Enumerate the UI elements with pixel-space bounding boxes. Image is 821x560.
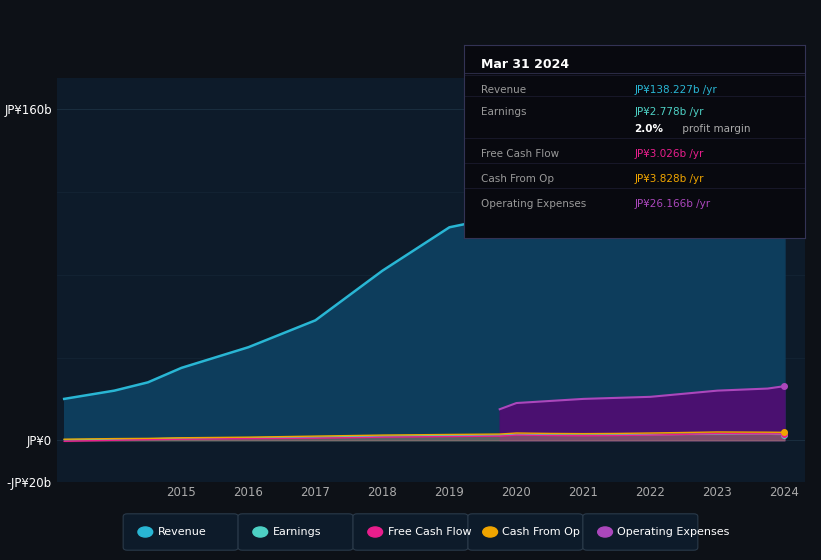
Text: JP¥3.026b /yr: JP¥3.026b /yr [635, 149, 704, 159]
Text: Free Cash Flow: Free Cash Flow [388, 527, 471, 537]
Text: profit margin: profit margin [678, 124, 750, 134]
Text: JP¥26.166b /yr: JP¥26.166b /yr [635, 199, 710, 209]
Text: Earnings: Earnings [273, 527, 321, 537]
Text: 2.0%: 2.0% [635, 124, 663, 134]
Text: Cash From Op: Cash From Op [502, 527, 580, 537]
Text: Revenue: Revenue [481, 85, 526, 95]
Text: Revenue: Revenue [158, 527, 206, 537]
Text: Operating Expenses: Operating Expenses [617, 527, 730, 537]
Text: JP¥3.828b /yr: JP¥3.828b /yr [635, 174, 704, 184]
Text: Free Cash Flow: Free Cash Flow [481, 149, 559, 159]
Text: Cash From Op: Cash From Op [481, 174, 554, 184]
Text: JP¥2.778b /yr: JP¥2.778b /yr [635, 106, 704, 116]
Text: Earnings: Earnings [481, 106, 526, 116]
Text: Mar 31 2024: Mar 31 2024 [481, 58, 569, 71]
Text: Operating Expenses: Operating Expenses [481, 199, 586, 209]
Text: JP¥138.227b /yr: JP¥138.227b /yr [635, 85, 717, 95]
